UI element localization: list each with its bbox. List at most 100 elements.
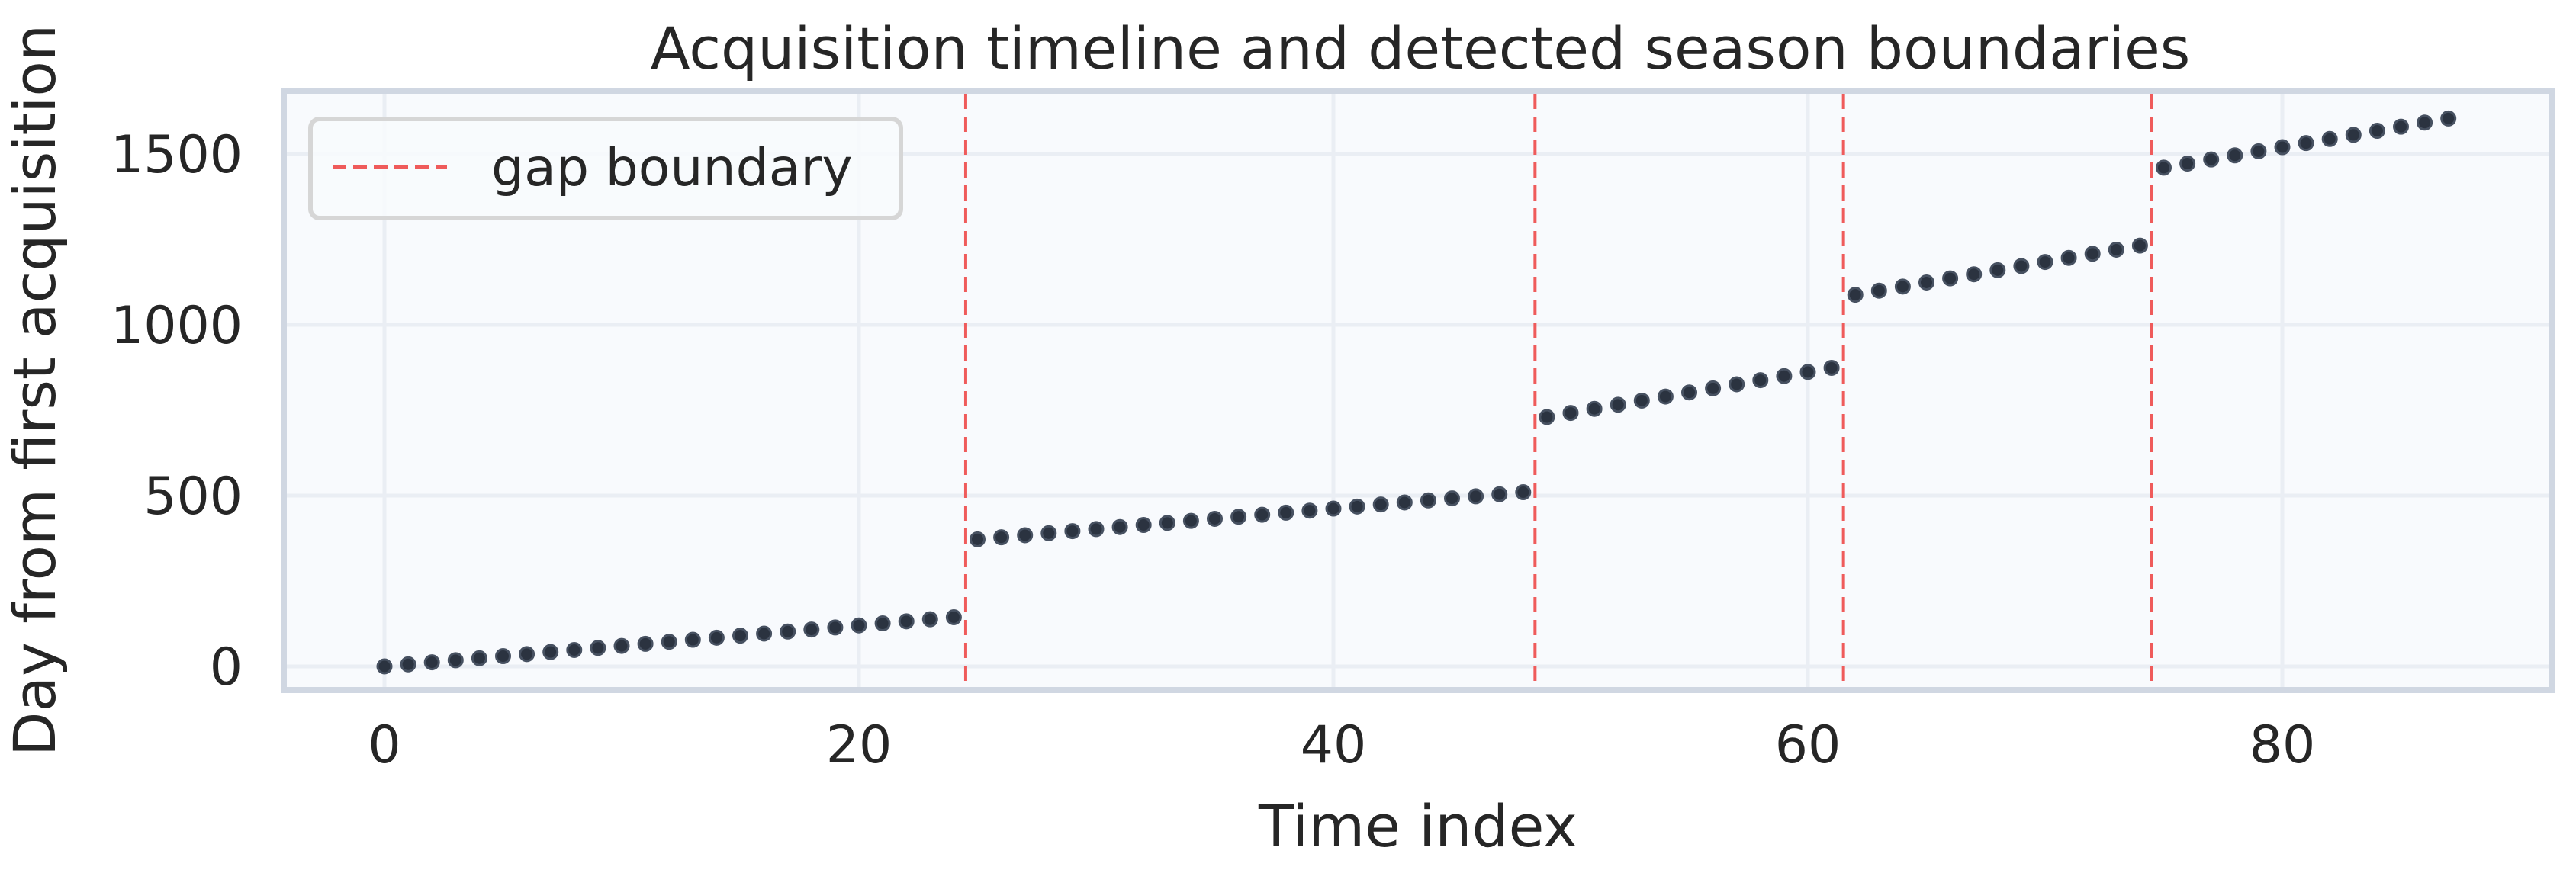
data-point [1301,502,1318,519]
data-point [2084,246,2101,262]
data-point [1847,287,1864,303]
data-point [2108,241,2124,258]
data-point [970,531,986,547]
x-axis-label: Time index [1258,792,1577,860]
data-point [1752,372,1769,389]
data-point [2440,110,2457,127]
data-point [2298,135,2314,152]
x-tick-label: 20 [826,715,892,775]
data-point [1372,496,1389,513]
data-point [1681,384,1697,401]
data-point [684,631,701,648]
y-tick-label: 1500 [111,125,243,185]
data-point [851,617,867,634]
data-point [1539,409,1555,425]
data-point [590,640,606,656]
data-point [1799,364,1816,380]
data-point [1586,400,1603,417]
data-point [2060,249,2077,266]
data-point [1349,498,1365,515]
data-point [1444,490,1460,507]
data-point [1894,278,1911,295]
data-point [661,634,677,650]
data-point [1705,380,1722,396]
data-point [2345,127,2362,143]
data-point [1729,376,1745,393]
data-point [542,644,559,660]
data-point [874,615,891,632]
data-point [1562,405,1579,422]
data-point [566,641,583,658]
data-point [2393,118,2409,135]
data-point [945,608,962,625]
x-axis-ticks: 0 20 40 60 80 [368,715,2315,775]
data-point [519,646,535,663]
data-point [1610,396,1626,413]
x-tick-label: 40 [1301,715,1367,775]
data-point [376,658,393,675]
data-point [2037,254,2053,271]
data-points [376,110,2457,675]
data-point [1064,523,1081,540]
data-point [423,654,440,671]
data-point [827,619,844,636]
x-tick-label: 60 [1775,715,1841,775]
legend-label: gap boundary [491,138,853,198]
data-point [1159,515,1175,531]
data-point [1776,368,1793,384]
data-point [1468,488,1484,505]
data-point [1254,506,1271,523]
data-point [1657,388,1674,405]
data-point [1278,504,1294,521]
data-point [1420,492,1436,509]
data-point [1396,494,1413,511]
data-point [2013,258,2030,274]
chart-title: Acquisition timeline and detected season… [651,14,2191,82]
data-point [756,625,773,642]
data-point [1918,274,1934,291]
data-point [2203,151,2220,168]
y-tick-label: 0 [210,637,243,698]
y-tick-label: 1000 [111,296,243,356]
y-axis-ticks: 0 500 1000 1500 [111,125,243,698]
data-point [1207,510,1223,527]
data-point [1040,525,1057,541]
data-point [2417,114,2433,131]
data-point [2179,156,2196,172]
data-point [1135,517,1152,534]
data-point [1182,512,1199,529]
y-axis-label: Day from first acquisition [1,24,69,756]
data-point [1230,509,1247,525]
data-point [2369,123,2385,140]
data-point [447,652,464,669]
data-point [1325,500,1342,517]
data-point [2156,159,2172,176]
x-tick-label: 0 [368,715,400,775]
data-point [921,611,938,628]
data-point [1088,521,1105,538]
x-tick-label: 80 [2250,715,2316,775]
data-point [732,628,748,644]
data-point [1823,359,1840,376]
data-point [400,656,416,673]
data-point [1515,484,1532,501]
data-point [1633,392,1650,409]
data-point [993,529,1010,546]
data-point [780,623,796,640]
data-point [1491,486,1508,502]
data-point [1017,527,1034,544]
data-point [495,648,511,665]
data-point [1966,266,1983,283]
data-point [637,635,654,652]
data-point [1942,270,1959,287]
data-point [1989,262,2006,278]
data-point [2250,143,2267,159]
y-tick-label: 500 [143,467,243,527]
data-point [2321,130,2338,147]
data-point [2274,139,2291,156]
gap-boundary-lines [963,94,2153,687]
data-point [708,629,725,646]
legend: gap boundary [308,117,903,220]
data-point [2227,147,2243,164]
